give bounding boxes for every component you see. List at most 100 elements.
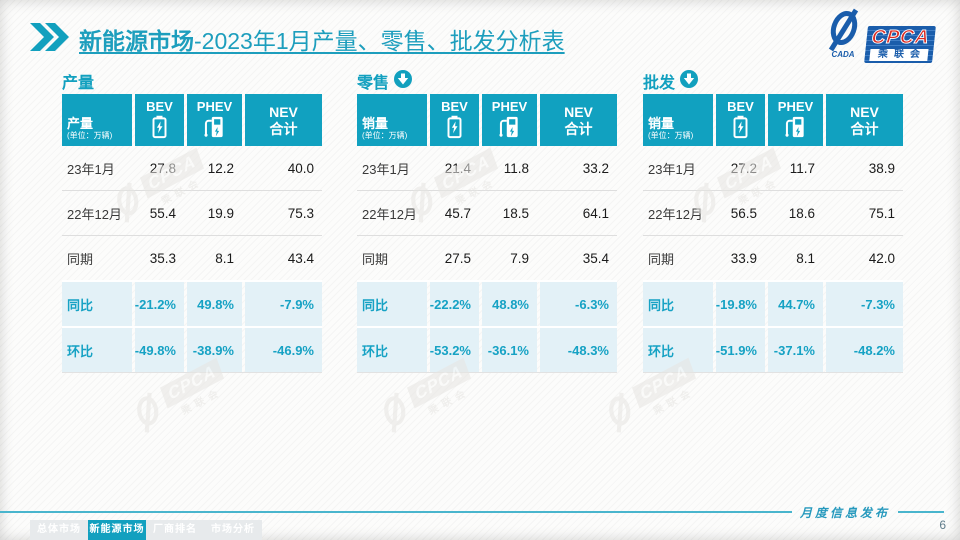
nev-header-cell: NEV 合计 xyxy=(245,94,322,146)
charging-pump-icon xyxy=(204,115,225,142)
table-header-row: 销量 (单位：万辆) BEV PHEV NEV 合计 xyxy=(357,94,617,146)
unit-label: (单位：万辆) xyxy=(362,131,408,140)
table-row: 22年12月 55.4 19.9 75.3 xyxy=(62,190,322,235)
page-title: 新能源市场-2023年1月产量、零售、批发分析表 xyxy=(79,22,565,56)
down-arrow-icon xyxy=(394,69,413,93)
table-row: 22年12月 45.7 18.5 64.1 xyxy=(357,190,617,235)
bev-value: 35.3 xyxy=(149,250,176,266)
unit-label: (单位：万辆) xyxy=(67,131,113,140)
cpca-swoosh-icon: CADA xyxy=(823,8,863,63)
bev-value: 56.5 xyxy=(730,205,757,221)
footer-line-left xyxy=(0,511,792,513)
nev-label-line2: 合计 xyxy=(269,120,298,137)
nev-header-cell: NEV 合计 xyxy=(826,94,903,146)
table-row-mom: 环比 -53.2% -36.1% -48.3% xyxy=(357,326,617,372)
row-label: 同期 xyxy=(648,251,675,267)
cpca-abbr: CPCA xyxy=(870,27,931,49)
section-title-production: 产量 xyxy=(62,75,95,92)
nev-value: 64.1 xyxy=(582,205,609,221)
nev-label-line1: NEV xyxy=(564,103,593,120)
table-row: 22年12月 56.5 18.6 75.1 xyxy=(643,190,903,235)
bev-header-cell: BEV xyxy=(135,94,184,146)
nev-value: 42.0 xyxy=(868,250,895,266)
measure-header-cell: 销量 (单位：万辆) xyxy=(643,94,713,146)
bev-value: 45.7 xyxy=(444,205,471,221)
row-label: 23年1月 xyxy=(362,161,410,177)
bev-value: -49.8% xyxy=(135,328,184,372)
charging-pump-icon xyxy=(499,115,520,142)
charging-pump-icon xyxy=(785,115,806,142)
row-label: 23年1月 xyxy=(67,161,115,177)
row-label: 环比 xyxy=(62,328,132,372)
nev-value: -7.3% xyxy=(826,282,903,326)
row-label: 22年12月 xyxy=(67,206,122,222)
row-label: 同期 xyxy=(362,251,389,267)
page-number: 6 xyxy=(939,518,946,532)
production-panel-header: 产量 xyxy=(62,70,322,92)
phev-value: 18.5 xyxy=(502,205,529,221)
bev-value: -21.2% xyxy=(135,282,184,326)
table-row-yoy: 同比 -21.2% 49.8% -7.9% xyxy=(62,280,322,326)
nev-value: 40.0 xyxy=(287,160,314,176)
table-header-row: 产量 (单位：万辆) BEV PHEV NEV 合计 xyxy=(62,94,322,146)
tab-nev-market[interactable]: 新能源市场 xyxy=(88,520,146,540)
row-label: 同期 xyxy=(67,251,94,267)
table-row-mom: 环比 -51.9% -37.1% -48.2% xyxy=(643,326,903,372)
nev-value: 43.4 xyxy=(287,250,314,266)
page-title-rest: -2023年1月产量、零售、批发分析表 xyxy=(194,28,565,54)
tab-manufacturer-ranking[interactable]: 厂商排名 xyxy=(146,520,204,540)
nev-value: -48.3% xyxy=(540,328,617,372)
production-table: 产量 (单位：万辆) BEV PHEV NEV 合计 xyxy=(62,94,322,373)
section-title-wholesale: 批发 xyxy=(643,75,676,92)
nev-header-cell: NEV 合计 xyxy=(540,94,617,146)
bev-value: 27.8 xyxy=(149,160,176,176)
publication-label: 月度信息发布 xyxy=(799,505,890,520)
retail-panel: 零售 销量 (单位：万辆) BEV PHEV xyxy=(357,69,617,373)
battery-icon xyxy=(447,115,462,142)
bev-value: 21.4 xyxy=(444,160,471,176)
wholesale-panel: 批发 销量 (单位：万辆) BEV PHEV xyxy=(643,69,903,373)
down-arrow-icon xyxy=(680,69,699,93)
measure-label: 销量 xyxy=(362,116,389,131)
nev-value: 38.9 xyxy=(868,160,895,176)
bev-value: 27.5 xyxy=(444,250,471,266)
table-row: 同期 27.5 7.9 35.4 xyxy=(357,235,617,280)
row-label: 23年1月 xyxy=(648,161,696,177)
bev-header-cell: BEV xyxy=(430,94,479,146)
row-label: 22年12月 xyxy=(362,206,417,222)
retail-panel-header: 零售 xyxy=(357,69,617,93)
phev-value: 48.8% xyxy=(482,282,537,326)
bev-label: BEV xyxy=(727,98,754,114)
phev-value: 12.2 xyxy=(207,160,234,176)
page-title-bold: 新能源市场 xyxy=(79,28,194,54)
footer-line-right xyxy=(898,511,944,513)
wholesale-table: 销量 (单位：万辆) BEV PHEV NEV 合计 xyxy=(643,94,903,373)
nev-label-line2: 合计 xyxy=(850,120,879,137)
phev-header-cell: PHEV xyxy=(187,94,242,146)
phev-value: 44.7% xyxy=(768,282,823,326)
bev-value: -53.2% xyxy=(430,328,479,372)
tab-market-analysis[interactable]: 市场分析 xyxy=(204,520,262,540)
nev-value: 75.3 xyxy=(287,205,314,221)
bev-header-cell: BEV xyxy=(716,94,765,146)
phev-value: 49.8% xyxy=(187,282,242,326)
phev-value: -37.1% xyxy=(768,328,823,372)
phev-value: -36.1% xyxy=(482,328,537,372)
bev-value: 33.9 xyxy=(730,250,757,266)
table-row: 23年1月 27.2 11.7 38.9 xyxy=(643,146,903,190)
nev-value: 35.4 xyxy=(582,250,609,266)
footer-rule: 月度信息发布 xyxy=(0,505,960,520)
nev-label-line1: NEV xyxy=(269,103,298,120)
bev-value: 27.2 xyxy=(730,160,757,176)
double-chevron-icon xyxy=(30,22,70,56)
unit-label: (单位：万辆) xyxy=(648,131,694,140)
row-label: 同比 xyxy=(357,282,427,326)
phev-value: 8.1 xyxy=(796,250,815,266)
wholesale-panel-header: 批发 xyxy=(643,69,903,93)
measure-label: 产量 xyxy=(67,116,94,131)
nev-value: -46.9% xyxy=(245,328,322,372)
tab-overall-market[interactable]: 总体市场 xyxy=(30,520,88,540)
cpca-sub-label: CADA xyxy=(832,50,855,58)
bev-value: -51.9% xyxy=(716,328,765,372)
